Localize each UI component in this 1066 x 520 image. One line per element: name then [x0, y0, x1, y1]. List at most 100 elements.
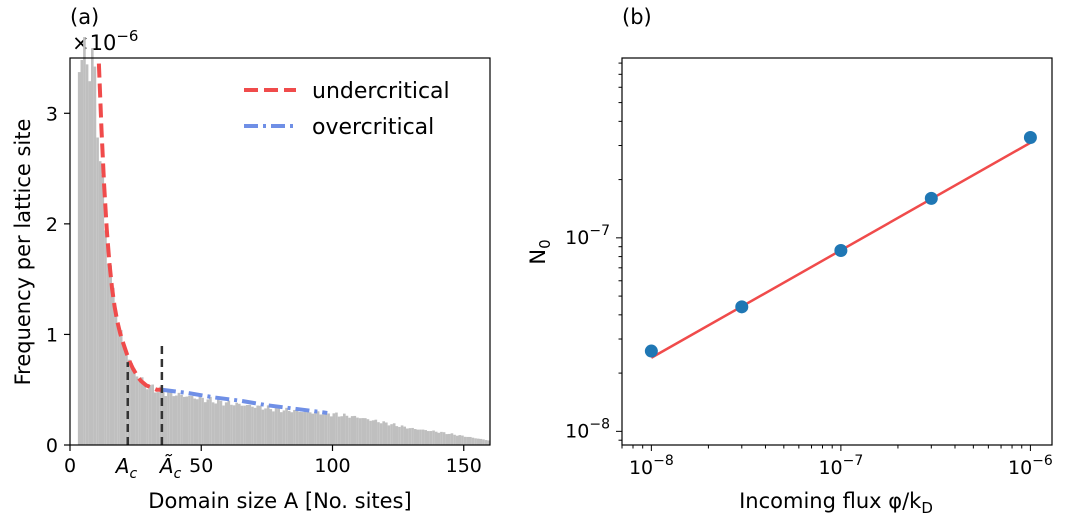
x-axis-label-b: Incoming flux φ/kD — [739, 489, 933, 517]
histogram-bar — [290, 412, 294, 445]
histogram-bar — [261, 409, 265, 445]
histogram-bar — [146, 389, 149, 445]
histogram-bar — [167, 391, 170, 445]
panel-b: (b) 10−8 10−7 10−6 10−8 10−7 Incoming flux … — [526, 5, 1053, 517]
histogram-bar — [77, 72, 81, 445]
histogram-bar — [469, 436, 472, 445]
histogram-bar — [133, 368, 136, 445]
histogram-bar — [274, 407, 278, 445]
histogram-bar — [251, 406, 254, 445]
histogram-bar — [206, 399, 210, 445]
histogram-bar — [217, 398, 220, 445]
histogram-bar — [476, 438, 480, 445]
histogram-bar — [214, 403, 217, 445]
data-point — [834, 244, 848, 258]
histogram-bar — [429, 431, 433, 445]
critical-marker-label: Ac — [114, 454, 138, 482]
histogram-bar — [211, 402, 215, 445]
histogram-bar — [190, 396, 194, 445]
histogram-bar — [232, 405, 236, 445]
histogram-bar — [440, 431, 443, 445]
histogram-bar — [350, 416, 354, 445]
histogram-bar — [474, 438, 477, 445]
plot-frame-a — [69, 57, 491, 446]
histogram-bar — [159, 386, 162, 445]
x-tick-label: 10−6 — [1008, 453, 1053, 479]
histogram-bar — [83, 37, 86, 445]
histogram-bar — [209, 396, 212, 445]
histogram-bar — [329, 416, 333, 445]
data-point — [1023, 131, 1037, 145]
x-tick-label: 10−7 — [818, 453, 863, 479]
histogram-bar — [96, 137, 99, 445]
histogram-bar — [479, 438, 483, 445]
data-point — [644, 344, 658, 358]
histogram-bar — [377, 422, 380, 445]
histogram-bar — [303, 411, 307, 445]
histogram-bar — [287, 410, 291, 445]
histogram-bar — [327, 413, 330, 445]
histogram-bar — [117, 324, 120, 445]
histogram-bar — [196, 399, 199, 445]
histogram-bar — [395, 426, 399, 445]
plot-frame-b — [621, 57, 1053, 446]
histogram-bar — [80, 60, 84, 446]
histogram-bar — [148, 385, 152, 445]
histogram-bar — [203, 402, 207, 445]
histogram-bar — [172, 396, 175, 445]
x-tick-label: 0 — [64, 455, 76, 477]
y-axis-label-a: Frequency per lattice site — [11, 119, 35, 386]
histogram-bar — [358, 418, 362, 445]
histogram-bar — [109, 265, 112, 445]
histogram-bar — [235, 402, 238, 445]
histogram-bar — [332, 413, 336, 445]
x-axis-ticks-a: 0 50 100 150 — [64, 445, 482, 477]
histogram-bar — [308, 412, 312, 445]
x-axis-ticks-b: 10−8 10−7 10−6 — [621, 445, 1053, 479]
histogram-bar — [448, 433, 451, 445]
histogram-bar — [188, 395, 191, 445]
histogram-bar — [101, 175, 105, 445]
histogram-bar — [348, 417, 351, 445]
x-tick-label: 100 — [314, 455, 350, 477]
histogram-bar — [324, 411, 328, 445]
histogram-bar — [306, 411, 309, 445]
histogram-bar — [156, 392, 160, 445]
histogram-bar — [130, 363, 133, 445]
histogram-bar — [282, 410, 286, 445]
histogram-bar — [182, 396, 186, 445]
histogram-bar — [421, 429, 425, 445]
histogram-bar — [419, 429, 422, 445]
histogram-bar — [125, 354, 128, 445]
histogram-bar — [316, 411, 320, 445]
histogram-bar — [227, 400, 231, 445]
critical-marker-label: Ãc — [158, 454, 182, 482]
y-tick-label: 0 — [46, 435, 58, 457]
y-tick-label: 10−8 — [565, 416, 610, 442]
histogram-bar — [185, 396, 189, 445]
histogram-bar — [322, 414, 325, 445]
histogram-bar — [138, 379, 141, 445]
histogram-bar — [432, 430, 435, 445]
histogram-bar — [88, 81, 91, 445]
histogram-bar — [151, 384, 154, 445]
histogram-bar — [164, 396, 168, 445]
histogram-bar — [356, 417, 359, 445]
histogram-bar — [193, 398, 196, 445]
histogram-bar — [293, 409, 296, 445]
histogram-bar — [390, 424, 393, 445]
histogram-bar — [222, 405, 225, 445]
histogram-bar — [463, 436, 467, 445]
y-tick-label: 1 — [46, 324, 58, 346]
histogram-bar — [266, 405, 270, 445]
histogram-bar — [201, 397, 204, 445]
legend-undercritical-label: undercritical — [312, 79, 450, 104]
histogram-bar — [245, 404, 249, 445]
histogram-bar — [340, 416, 343, 445]
histogram-bar — [119, 330, 123, 445]
histogram-bar — [482, 439, 485, 445]
legend-overcritical-label: overcritical — [312, 115, 434, 140]
histogram-bar — [248, 404, 252, 445]
critical-markers — [126, 345, 164, 445]
histogram-bar — [112, 287, 115, 445]
